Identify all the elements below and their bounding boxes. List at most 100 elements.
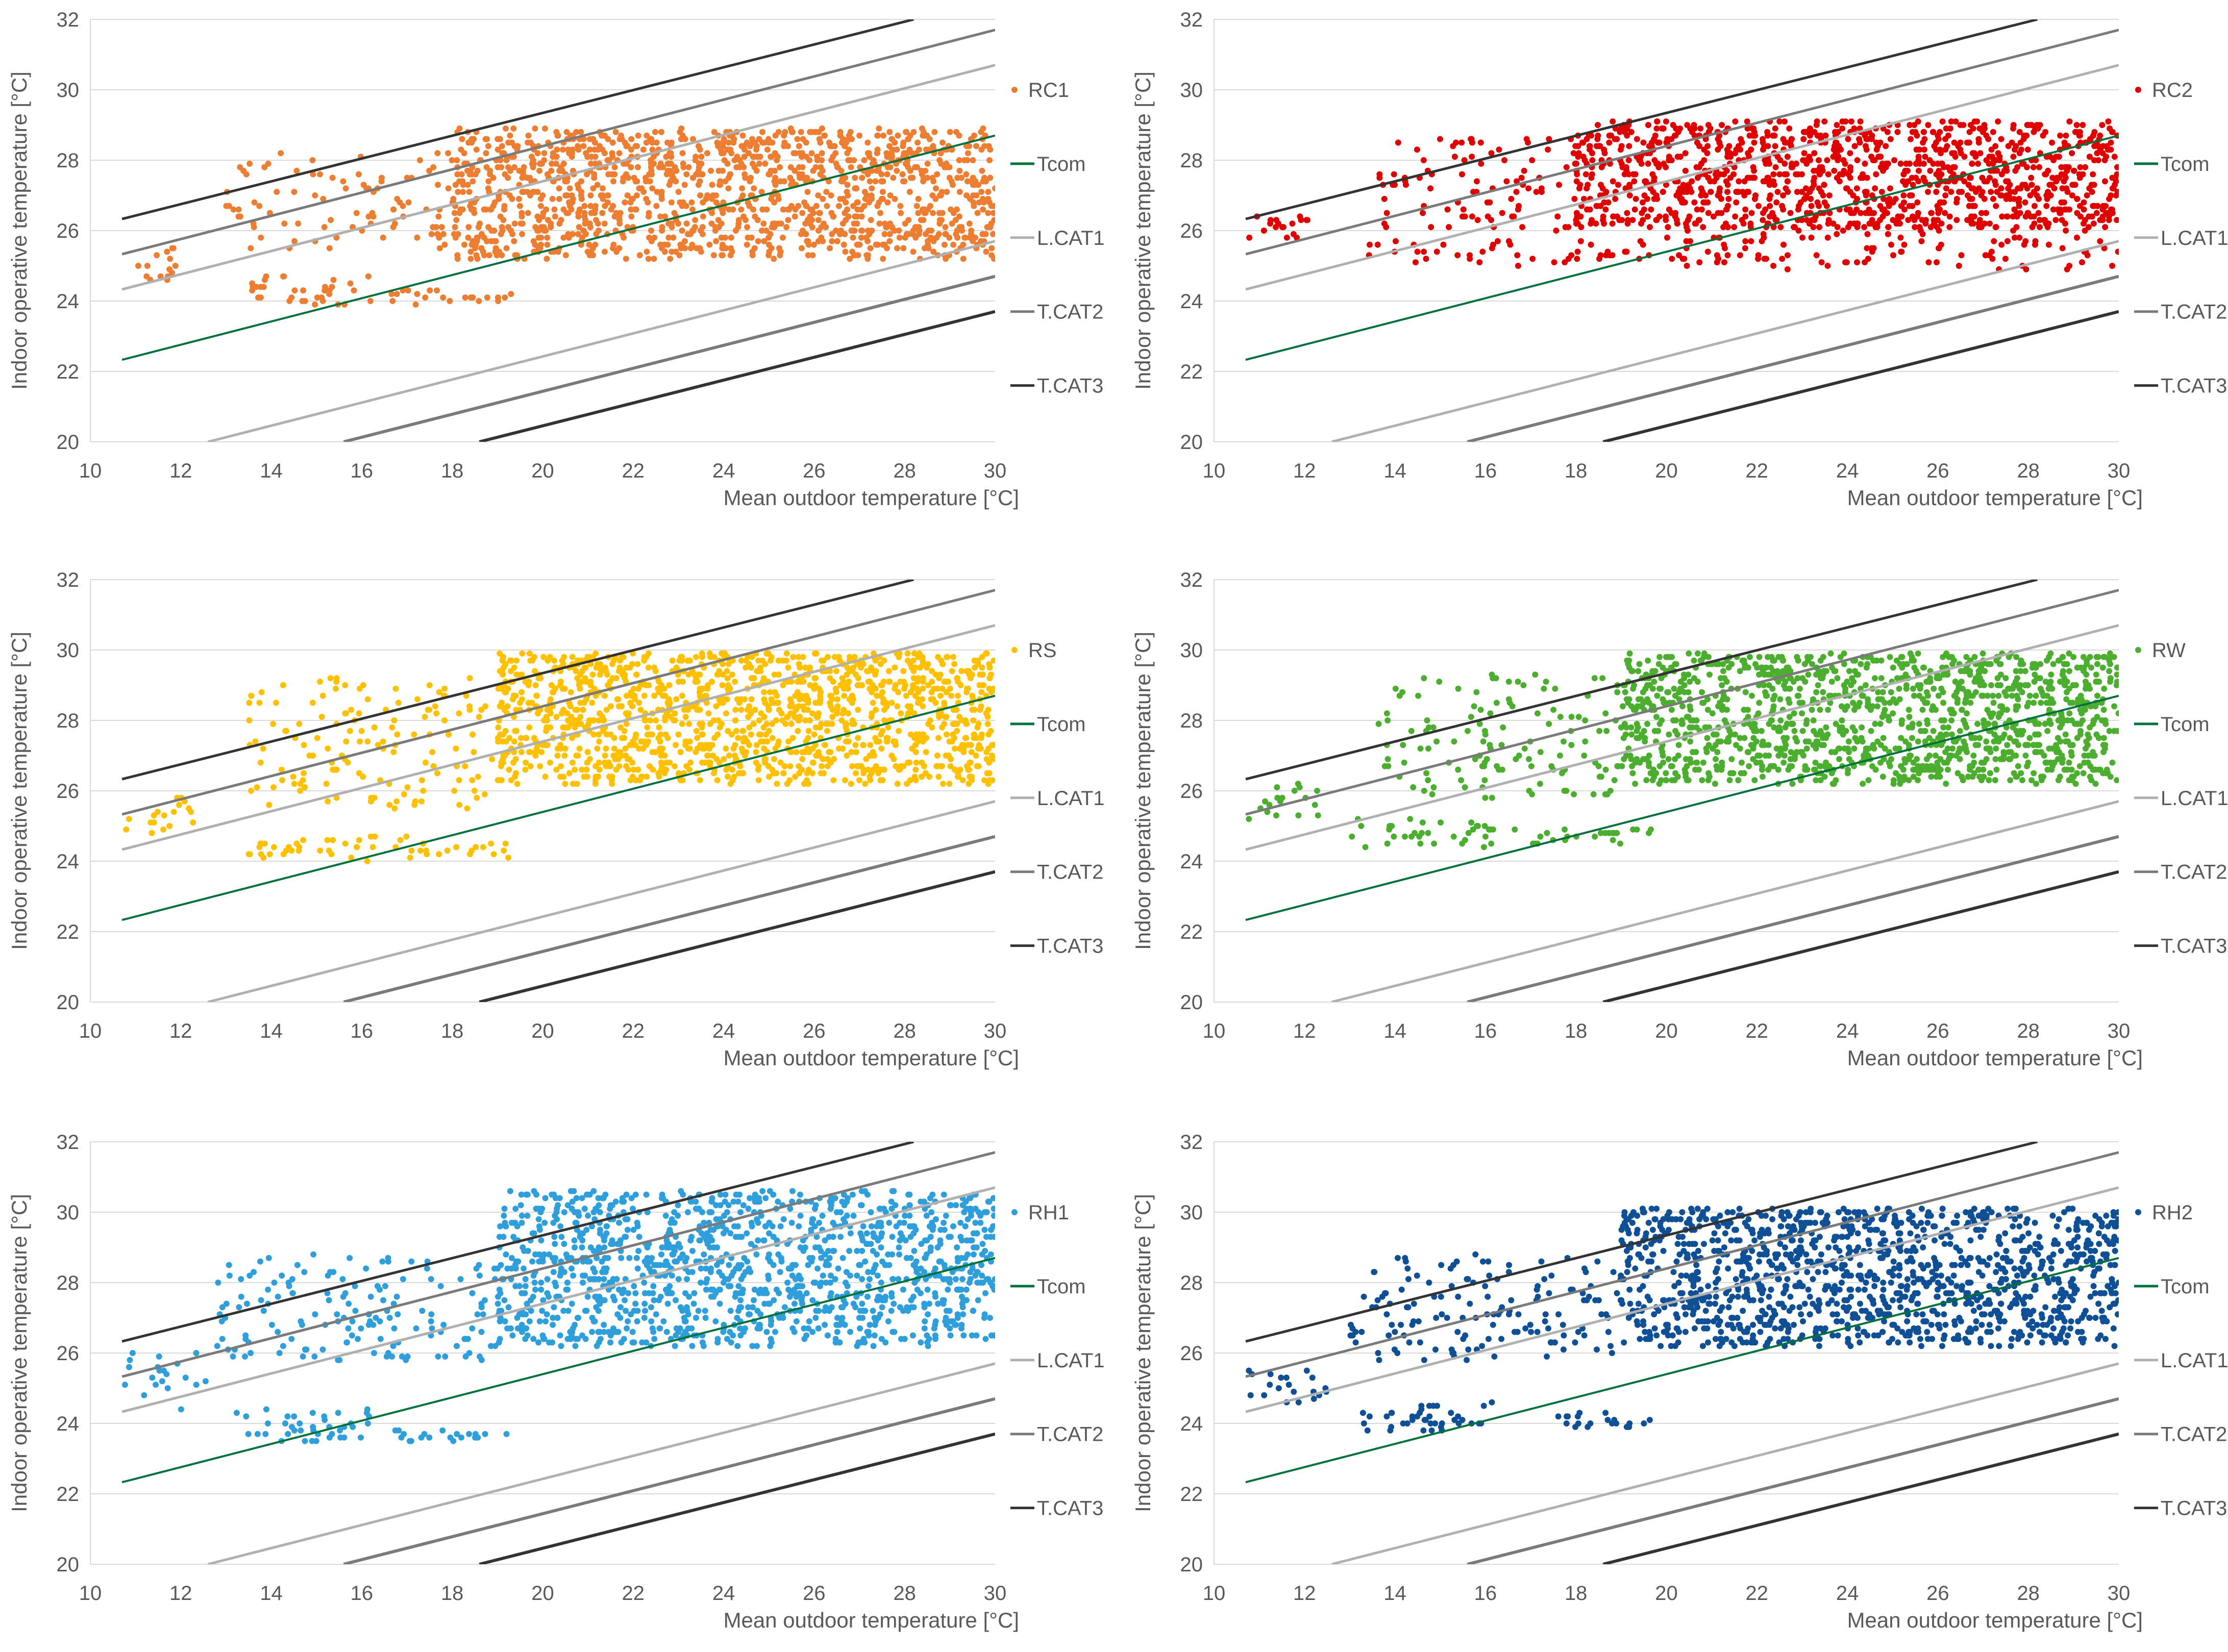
data-point bbox=[186, 805, 192, 812]
data-point bbox=[825, 178, 832, 185]
data-point bbox=[825, 720, 831, 727]
data-point bbox=[719, 682, 726, 688]
data-point bbox=[849, 692, 856, 699]
data-point bbox=[2097, 238, 2103, 244]
data-point bbox=[261, 840, 268, 847]
data-point bbox=[881, 717, 888, 723]
data-point bbox=[849, 699, 855, 706]
data-point bbox=[1834, 231, 1840, 237]
data-point bbox=[168, 269, 175, 276]
data-point bbox=[223, 203, 230, 209]
data-point bbox=[532, 753, 539, 759]
data-point bbox=[1514, 252, 1521, 259]
data-point bbox=[1626, 182, 1633, 188]
data-point bbox=[1654, 118, 1661, 125]
data-point bbox=[123, 826, 130, 833]
data-point bbox=[2097, 217, 2103, 223]
data-point bbox=[560, 773, 567, 780]
x-tick-label: 18 bbox=[441, 1020, 464, 1042]
data-point bbox=[700, 213, 706, 220]
data-point bbox=[2032, 125, 2039, 132]
data-point bbox=[1487, 199, 1493, 206]
data-point bbox=[662, 717, 669, 723]
data-point bbox=[803, 231, 809, 237]
line-t-cat3 bbox=[1602, 310, 2119, 442]
data-point bbox=[1437, 136, 1443, 142]
data-point bbox=[1985, 136, 1992, 142]
data-point bbox=[633, 192, 640, 198]
data-point bbox=[985, 143, 992, 149]
data-point bbox=[297, 788, 304, 794]
data-point bbox=[1694, 206, 1700, 213]
y-tick-label: 26 bbox=[57, 220, 80, 242]
data-point bbox=[2102, 178, 2108, 185]
line-tcom bbox=[1245, 134, 2119, 361]
data-point bbox=[1797, 199, 1804, 206]
data-point bbox=[281, 220, 288, 227]
data-point bbox=[621, 728, 628, 734]
data-point bbox=[745, 714, 752, 720]
data-point bbox=[1966, 139, 1972, 146]
data-point bbox=[1724, 252, 1731, 259]
data-point bbox=[815, 238, 822, 244]
data-point bbox=[480, 844, 486, 850]
data-point bbox=[1914, 213, 1921, 220]
data-point bbox=[291, 781, 298, 787]
data-point bbox=[592, 206, 599, 213]
data-point bbox=[1907, 122, 1913, 128]
data-point bbox=[1818, 259, 1825, 266]
data-point bbox=[991, 657, 995, 664]
data-point bbox=[257, 759, 264, 766]
data-point bbox=[621, 234, 627, 241]
data-point bbox=[1460, 206, 1467, 213]
data-point bbox=[542, 125, 548, 132]
data-point bbox=[584, 248, 591, 255]
data-point bbox=[1548, 763, 1555, 769]
data-point bbox=[1419, 830, 1425, 836]
data-point bbox=[426, 682, 433, 688]
data-point bbox=[487, 206, 493, 213]
data-point bbox=[1897, 160, 1904, 167]
data-point bbox=[1614, 136, 1620, 142]
data-point bbox=[965, 766, 972, 773]
data-point bbox=[877, 210, 883, 216]
data-point bbox=[1588, 174, 1595, 181]
data-point bbox=[1958, 150, 1964, 157]
data-point bbox=[730, 745, 737, 752]
data-point bbox=[330, 837, 336, 843]
data-point bbox=[295, 847, 302, 854]
data-point bbox=[1724, 182, 1731, 188]
data-point bbox=[685, 231, 691, 237]
data-point bbox=[2058, 171, 2065, 178]
data-point bbox=[734, 154, 740, 160]
data-point bbox=[869, 689, 875, 695]
data-point bbox=[1568, 714, 1575, 720]
data-point bbox=[616, 763, 623, 769]
data-point bbox=[689, 241, 696, 248]
x-tick-label: 24 bbox=[1836, 460, 1859, 482]
data-point bbox=[1262, 798, 1269, 805]
data-point bbox=[1780, 241, 1787, 248]
data-point bbox=[1953, 195, 1960, 202]
data-point bbox=[749, 248, 756, 255]
data-point bbox=[867, 178, 873, 185]
data-point bbox=[660, 692, 666, 699]
data-point bbox=[741, 735, 748, 741]
data-point bbox=[880, 679, 887, 685]
data-point bbox=[735, 735, 741, 741]
data-point bbox=[790, 150, 797, 157]
data-point bbox=[753, 749, 759, 756]
data-point bbox=[476, 714, 482, 720]
data-point bbox=[1602, 766, 1609, 773]
data-point bbox=[968, 228, 975, 234]
data-point bbox=[440, 294, 447, 301]
data-point bbox=[1673, 125, 1679, 132]
data-point bbox=[278, 150, 284, 157]
data-point bbox=[656, 724, 662, 731]
data-point bbox=[1575, 150, 1582, 157]
data-point bbox=[1898, 213, 1905, 220]
data-point bbox=[771, 671, 778, 678]
data-point bbox=[988, 245, 995, 252]
data-point bbox=[795, 728, 801, 734]
data-point bbox=[784, 781, 790, 787]
